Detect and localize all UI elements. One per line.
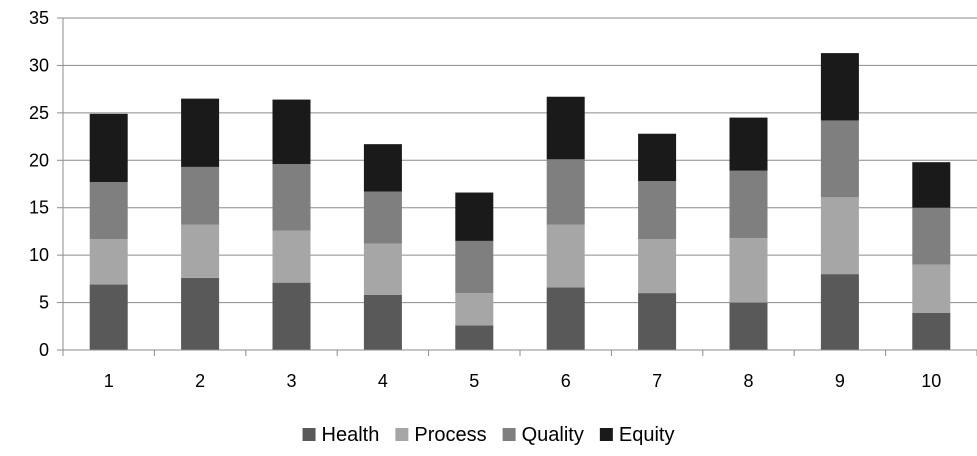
bar-health-7	[638, 293, 677, 350]
bar-equity-2	[181, 98, 220, 167]
bar-quality-9	[820, 120, 859, 198]
bar-equity-8	[729, 117, 768, 171]
y-tick-label: 15	[29, 198, 49, 218]
bar-process-6	[546, 224, 585, 288]
bar-process-5	[455, 293, 494, 326]
legend-label-quality: Quality	[522, 424, 584, 446]
y-tick-label: 35	[29, 8, 49, 28]
x-tick-label: 2	[195, 371, 205, 391]
legend-label-equity: Equity	[619, 424, 675, 446]
legend-swatch-process	[395, 428, 409, 441]
bar-process-1	[89, 239, 128, 285]
bar-quality-3	[272, 164, 311, 231]
bar-process-4	[363, 243, 402, 295]
x-tick-label: 9	[835, 371, 845, 391]
legend: Health Process Quality Equity	[302, 424, 675, 446]
bar-health-8	[729, 302, 768, 350]
bar-health-3	[272, 282, 311, 350]
bar-health-4	[363, 294, 402, 350]
y-tick-label: 30	[29, 55, 49, 75]
bar-equity-6	[546, 96, 585, 160]
axes: 0 5 10 15 20 25 30 35 1 2 3 4 5 6 7 8 9 10	[29, 8, 977, 391]
bar-process-2	[181, 224, 220, 278]
bar-quality-1	[89, 182, 128, 240]
bar-equity-5	[455, 192, 494, 241]
x-tick-label: 3	[286, 371, 296, 391]
x-tick-label: 7	[652, 371, 662, 391]
bar-equity-1	[89, 113, 128, 183]
x-tick-label: 5	[469, 371, 479, 391]
bar-process-10	[912, 264, 951, 314]
bar-quality-6	[546, 159, 585, 225]
y-tick-label: 25	[29, 103, 49, 123]
bar-equity-9	[820, 53, 859, 121]
bar-quality-8	[729, 170, 768, 239]
bar-equity-7	[638, 133, 677, 182]
bar-process-7	[638, 239, 677, 294]
legend-swatch-equity	[599, 428, 613, 441]
bar-quality-5	[455, 240, 494, 294]
bar-quality-2	[181, 166, 220, 225]
y-tick-label: 20	[29, 150, 49, 170]
bar-health-2	[181, 277, 220, 350]
y-tick-label: 0	[39, 340, 49, 360]
bar-quality-10	[912, 207, 951, 265]
x-tick-label: 1	[104, 371, 114, 391]
bar-process-8	[729, 238, 768, 303]
bar-equity-10	[912, 162, 951, 208]
bar-equity-4	[363, 144, 402, 192]
bars	[89, 53, 951, 350]
bar-quality-4	[363, 191, 402, 244]
bar-health-1	[89, 284, 128, 350]
bar-health-6	[546, 287, 585, 350]
bar-health-5	[455, 325, 494, 350]
legend-label-process: Process	[414, 424, 486, 446]
bar-quality-7	[638, 181, 677, 240]
y-tick-label: 10	[29, 245, 49, 265]
x-tick-label: 8	[743, 371, 753, 391]
y-tick-label: 5	[39, 293, 49, 313]
bar-health-10	[912, 313, 951, 350]
legend-label-health: Health	[322, 424, 380, 446]
legend-swatch-health	[302, 428, 316, 441]
x-tick-label: 10	[921, 371, 941, 391]
x-tick-label: 6	[561, 371, 571, 391]
bar-process-3	[272, 230, 311, 283]
legend-swatch-quality	[502, 428, 516, 441]
bar-equity-3	[272, 99, 311, 165]
bar-process-9	[820, 197, 859, 275]
x-tick-label: 4	[378, 371, 388, 391]
bar-health-9	[820, 274, 859, 350]
